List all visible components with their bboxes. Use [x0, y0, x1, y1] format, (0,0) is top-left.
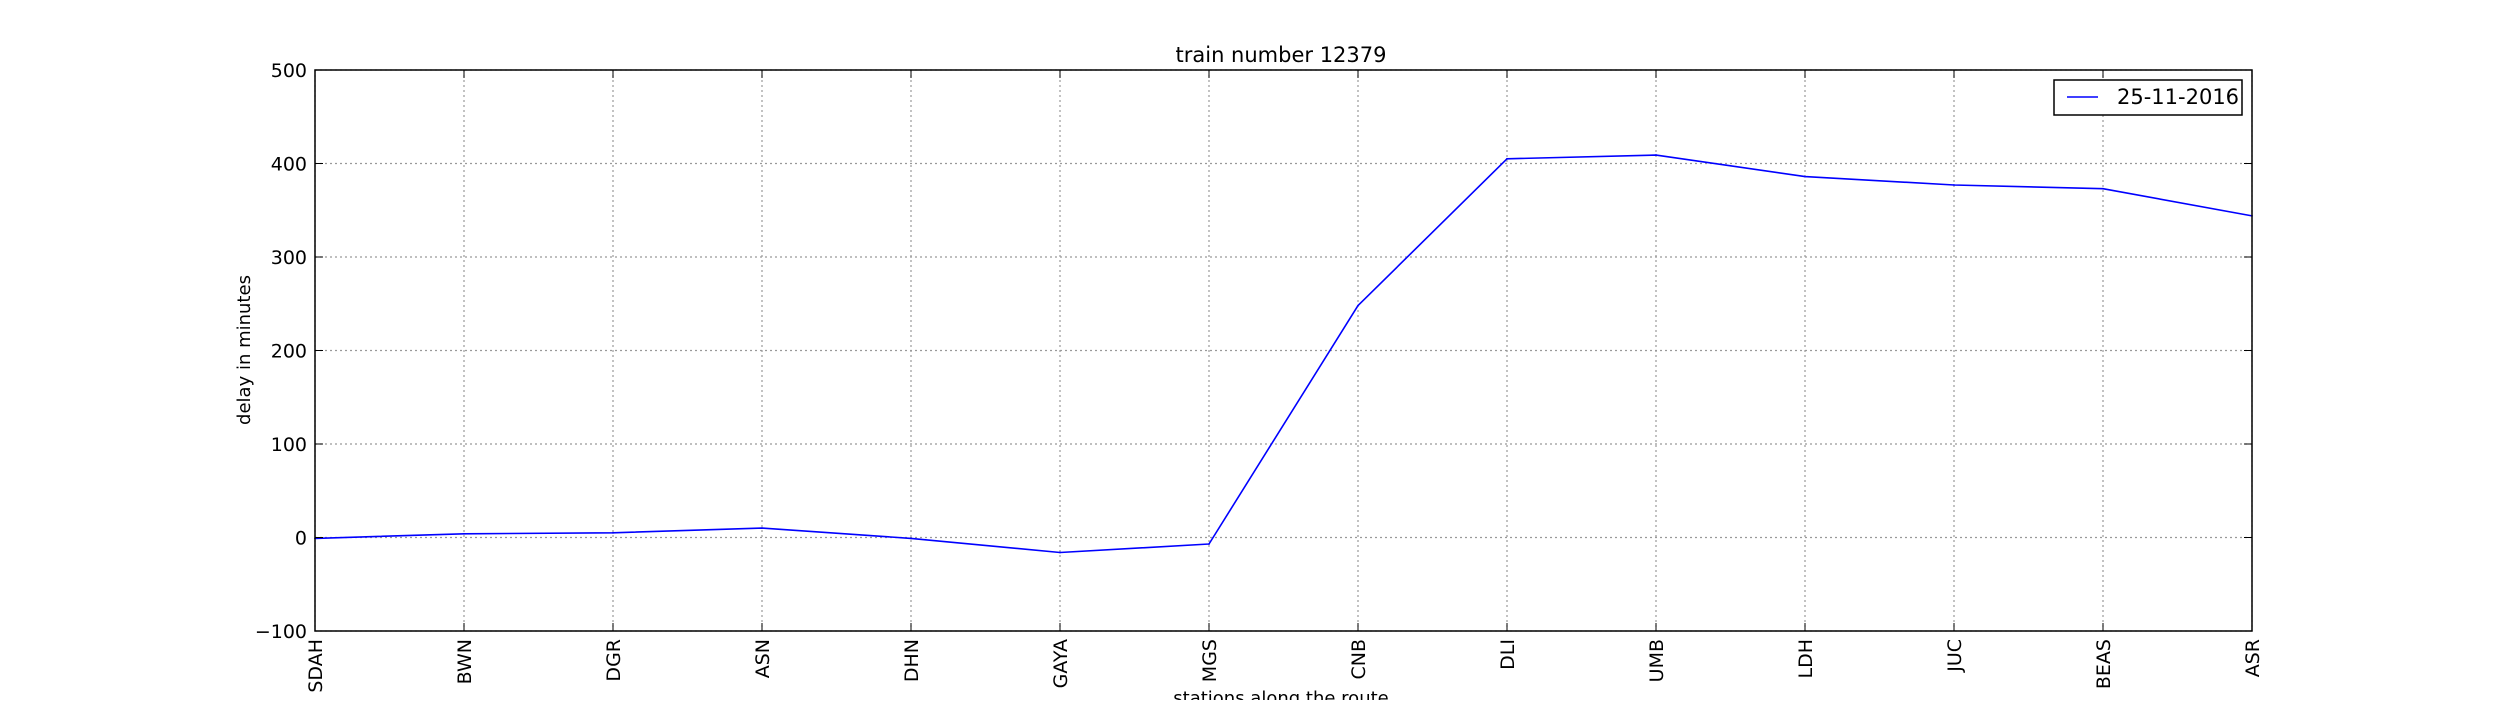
x-tick-label: BEAS: [2093, 639, 2115, 689]
y-axis-ticks: −100 0 100 200 300 400 500: [255, 60, 2252, 643]
x-tick-label: CNB: [1348, 639, 1370, 680]
y-axis-label: delay in minutes: [234, 275, 255, 425]
data-point: [1357, 304, 1359, 307]
x-tick-label: DLI: [1497, 639, 1519, 670]
data-point: [612, 531, 614, 534]
x-axis-label: stations along the route: [1173, 688, 1388, 700]
legend: 25-11-2016: [2053, 79, 2243, 116]
y-tick-label: 100: [271, 434, 307, 456]
x-tick-label: GAYA: [1050, 639, 1072, 688]
data-point: [761, 527, 763, 530]
data-point: [1655, 154, 1657, 156]
data-point: [1059, 551, 1061, 554]
data-point: [910, 537, 912, 540]
x-tick-label: SDAH: [305, 639, 327, 693]
x-tick-label: UMB: [1646, 639, 1668, 682]
x-tick-label: LDH: [1795, 639, 1817, 679]
series-line: [314, 154, 2253, 554]
legend-label: 25-11-2016: [2117, 85, 2239, 109]
y-tick-label: 200: [271, 341, 307, 363]
x-tick-label: ASR: [2242, 639, 2264, 677]
chart-title: train number 12379: [1176, 43, 1387, 67]
x-tick-label: DHN: [901, 639, 923, 682]
x-tick-label: DGR: [603, 639, 625, 682]
y-tick-label: 500: [271, 60, 307, 82]
grid-lines: [314, 69, 2253, 632]
data-point: [1953, 184, 1955, 186]
y-tick-label: 300: [271, 247, 307, 269]
x-tick-label: MGS: [1199, 639, 1221, 682]
y-tick-label: −100: [255, 621, 307, 643]
x-tick-label: ASN: [752, 639, 774, 678]
series-layer: [314, 154, 2253, 554]
data-point: [2102, 187, 2104, 190]
x-tick-label: JUC: [1944, 639, 1966, 673]
data-point: [1804, 175, 1806, 178]
y-tick-label: 400: [271, 154, 307, 176]
x-tick-label: BWN: [454, 639, 476, 684]
data-point: [1208, 543, 1210, 545]
x-axis-ticks: SDAH BWN DGR ASN DHN GAYA MGS CNB DLI UMB LDH JUC BE…: [305, 70, 2264, 693]
data-point: [463, 532, 465, 535]
y-tick-label: 0: [295, 528, 307, 550]
data-point: [1506, 157, 1508, 160]
